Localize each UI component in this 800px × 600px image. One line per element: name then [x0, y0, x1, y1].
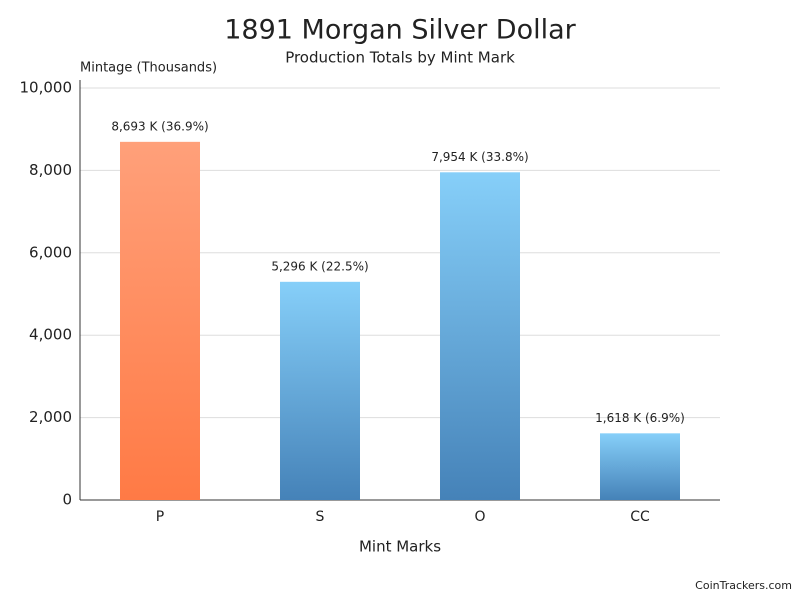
bar — [280, 282, 360, 500]
y-tick-label: 8,000 — [29, 161, 72, 179]
bar — [600, 433, 680, 500]
data-label: 5,296 K (22.5%) — [271, 259, 368, 273]
data-label: 8,693 K (36.9%) — [111, 119, 208, 133]
chart-subtitle: Production Totals by Mint Mark — [285, 49, 515, 67]
data-label: 1,618 K (6.9%) — [595, 411, 685, 425]
y-tick-label: 0 — [62, 491, 72, 509]
y-tick-label: 4,000 — [29, 326, 72, 344]
y-tick-label: 2,000 — [29, 408, 72, 426]
x-tick-label: P — [156, 509, 164, 525]
data-label: 7,954 K (33.8%) — [431, 150, 528, 164]
credit: CoinTrackers.com — [695, 579, 792, 592]
bar — [120, 142, 200, 500]
y-axis-label: Mintage (Thousands) — [80, 61, 217, 76]
y-tick-label: 6,000 — [29, 243, 72, 261]
y-tick-label: 10,000 — [20, 79, 73, 97]
x-axis-label: Mint Marks — [359, 538, 441, 556]
x-tick-label: CC — [630, 509, 650, 525]
chart-title: 1891 Morgan Silver Dollar — [224, 15, 576, 46]
x-tick-label: S — [316, 509, 325, 525]
bar — [440, 172, 520, 500]
x-tick-label: O — [474, 509, 485, 525]
